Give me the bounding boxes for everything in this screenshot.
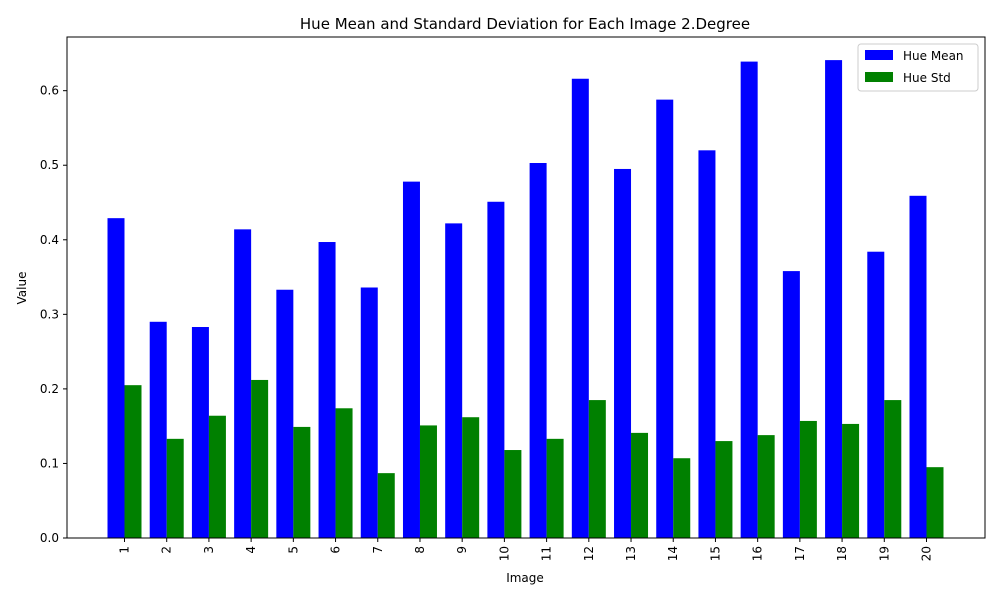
bar-hue-mean-4 [234, 229, 252, 538]
x-tick-label: 20 [920, 546, 934, 561]
x-axis-ticks: 1 2 3 4 5 6 7 8 9 10 11 12 13 14 15 16 17 18 19 20 [118, 538, 934, 561]
y-tick-label: 0.4 [40, 233, 59, 247]
y-tick-label: 0.0 [40, 531, 59, 545]
x-tick-label: 2 [160, 546, 174, 554]
bar-hue-std-4 [251, 379, 269, 538]
bar-hue-mean-16 [740, 61, 758, 538]
bar-hue-mean-8 [402, 181, 420, 538]
x-tick-label: 3 [202, 546, 216, 554]
y-axis-ticks: 0.0 0.1 0.2 0.3 0.4 0.5 0.6 [40, 84, 67, 545]
bar-hue-mean-14 [656, 99, 674, 538]
bar-hue-std-17 [799, 420, 817, 538]
bar-hue-std-7 [377, 473, 395, 538]
x-tick-label: 5 [286, 546, 300, 554]
bar-hue-std-3 [208, 415, 226, 538]
x-tick-label: 19 [877, 546, 891, 561]
bar-hue-mean-18 [825, 60, 843, 539]
bar-hue-mean-3 [191, 327, 209, 538]
x-tick-label: 6 [329, 546, 343, 554]
bar-hue-std-5 [293, 426, 311, 538]
bar-hue-std-19 [884, 400, 902, 538]
bar-hue-mean-15 [698, 150, 716, 538]
x-axis-label: Image [506, 571, 544, 585]
x-tick-label: 8 [413, 546, 427, 554]
x-tick-label: 1 [118, 546, 132, 554]
x-tick-label: 10 [497, 546, 511, 561]
bar-hue-std-18 [842, 423, 860, 538]
x-tick-label: 11 [540, 546, 554, 561]
x-tick-label: 7 [371, 546, 385, 554]
bar-hue-mean-7 [360, 287, 378, 538]
legend-swatch-hue-std [865, 72, 893, 82]
bar-hue-mean-1 [107, 218, 125, 539]
bar-hue-std-1 [124, 385, 142, 538]
bar-hue-mean-12 [571, 78, 589, 538]
bar-hue-std-2 [166, 438, 184, 538]
y-axis-label: Value [15, 272, 29, 305]
y-tick-label: 0.2 [40, 382, 59, 396]
bar-hue-std-11 [546, 438, 564, 538]
bar-hue-std-9 [462, 417, 480, 538]
bar-hue-std-16 [757, 435, 775, 538]
x-tick-label: 9 [455, 546, 469, 554]
x-tick-label: 18 [835, 546, 849, 561]
x-tick-label: 17 [793, 546, 807, 561]
plot-frame [66, 36, 986, 539]
x-tick-label: 15 [708, 546, 722, 561]
x-tick-label: 14 [666, 546, 680, 561]
bar-hue-std-20 [926, 467, 944, 538]
bar-hue-std-10 [504, 450, 522, 538]
legend-label-hue-mean: Hue Mean [903, 49, 964, 63]
bar-hue-mean-9 [445, 223, 463, 538]
y-tick-label: 0.6 [40, 84, 59, 98]
bars-layer [107, 60, 944, 539]
x-tick-label: 4 [244, 546, 258, 554]
bar-hue-std-8 [419, 425, 437, 538]
x-tick-label: 16 [751, 546, 765, 561]
bar-hue-mean-11 [529, 163, 547, 538]
bar-hue-std-6 [335, 408, 353, 538]
bar-hue-std-13 [631, 432, 649, 538]
bar-hue-mean-13 [614, 168, 632, 538]
legend-label-hue-std: Hue Std [903, 71, 951, 85]
bar-hue-mean-19 [867, 251, 885, 538]
x-tick-label: 12 [582, 546, 596, 561]
legend: Hue Mean Hue Std [857, 43, 979, 92]
bar-hue-mean-5 [276, 289, 294, 538]
y-tick-label: 0.1 [40, 456, 59, 470]
legend-swatch-hue-mean [865, 50, 893, 60]
bar-hue-std-15 [715, 441, 733, 538]
y-tick-label: 0.3 [40, 307, 59, 321]
bar-hue-mean-6 [318, 242, 336, 538]
x-tick-label: 13 [624, 546, 638, 561]
bar-hue-mean-20 [909, 195, 927, 539]
y-tick-label: 0.5 [40, 158, 59, 172]
chart-title: Hue Mean and Standard Deviation for Each… [300, 15, 750, 33]
bar-hue-std-14 [673, 458, 691, 538]
bar-hue-mean-17 [782, 271, 800, 538]
bar-hue-std-12 [588, 400, 606, 538]
bar-hue-mean-2 [149, 321, 167, 538]
bar-hue-mean-10 [487, 201, 505, 538]
